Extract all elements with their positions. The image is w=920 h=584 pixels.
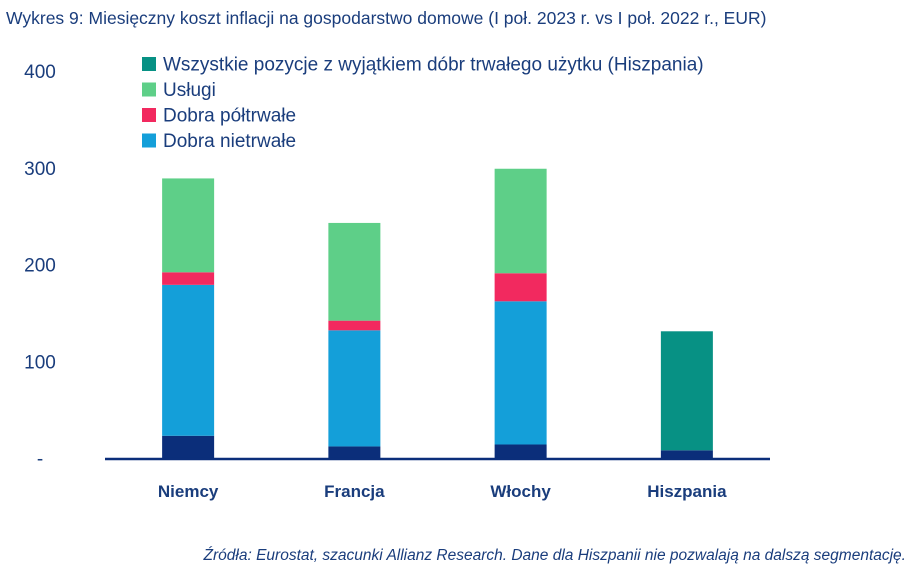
legend-swatch [142,133,156,148]
bar-segment-0-3 [162,178,215,273]
bars-layer [162,168,713,459]
bar-segment-2-2 [494,273,547,302]
bar-segment-1-3 [328,222,381,321]
x-category-label: Hiszpania [647,482,727,501]
y-axis: - 100 200 300 400 [24,62,56,470]
y-tick-label: 200 [24,256,56,277]
y-tick-label: 300 [24,159,56,180]
chart-title: Wykres 9: Miesięczny koszt inflacji na g… [6,8,767,28]
legend-label: Usługi [163,80,216,101]
bar-segment-1-2 [328,320,381,331]
x-category-label: Włochy [490,482,551,501]
bar-segment-2-3 [494,168,547,274]
source-note: Źródła: Eurostat, szacunki Allianz Resea… [203,547,906,564]
bar-segment-1-1 [328,330,381,447]
legend-swatch [142,57,156,71]
legend-swatch [142,82,156,97]
bar-segment-2-1 [494,301,547,445]
legend-label: Wszystkie pozycje z wyjątkiem dóbr trwał… [163,55,704,76]
legend-label: Dobra nietrwałe [163,131,296,152]
bar-segment-0-2 [162,272,215,285]
bar-segment-3-0 [660,450,713,459]
x-category-label: Niemcy [158,482,219,501]
bar-segment-2-0 [494,444,547,459]
legend-swatch [142,108,156,122]
x-category-label: Francja [324,482,385,501]
y-tick-label: 400 [24,62,56,83]
bar-segment-0-0 [162,435,215,459]
bar-segment-3-4 [660,331,713,451]
bar-segment-0-1 [162,284,215,436]
y-tick-label: 100 [24,352,56,373]
legend: Wszystkie pozycje z wyjątkiem dóbr trwał… [142,55,704,152]
y-tick-label: - [37,449,43,470]
x-axis: Niemcy Francja Włochy Hiszpania [105,457,770,501]
bar-segment-1-0 [328,446,381,459]
legend-label: Dobra półtrwałe [163,106,296,127]
